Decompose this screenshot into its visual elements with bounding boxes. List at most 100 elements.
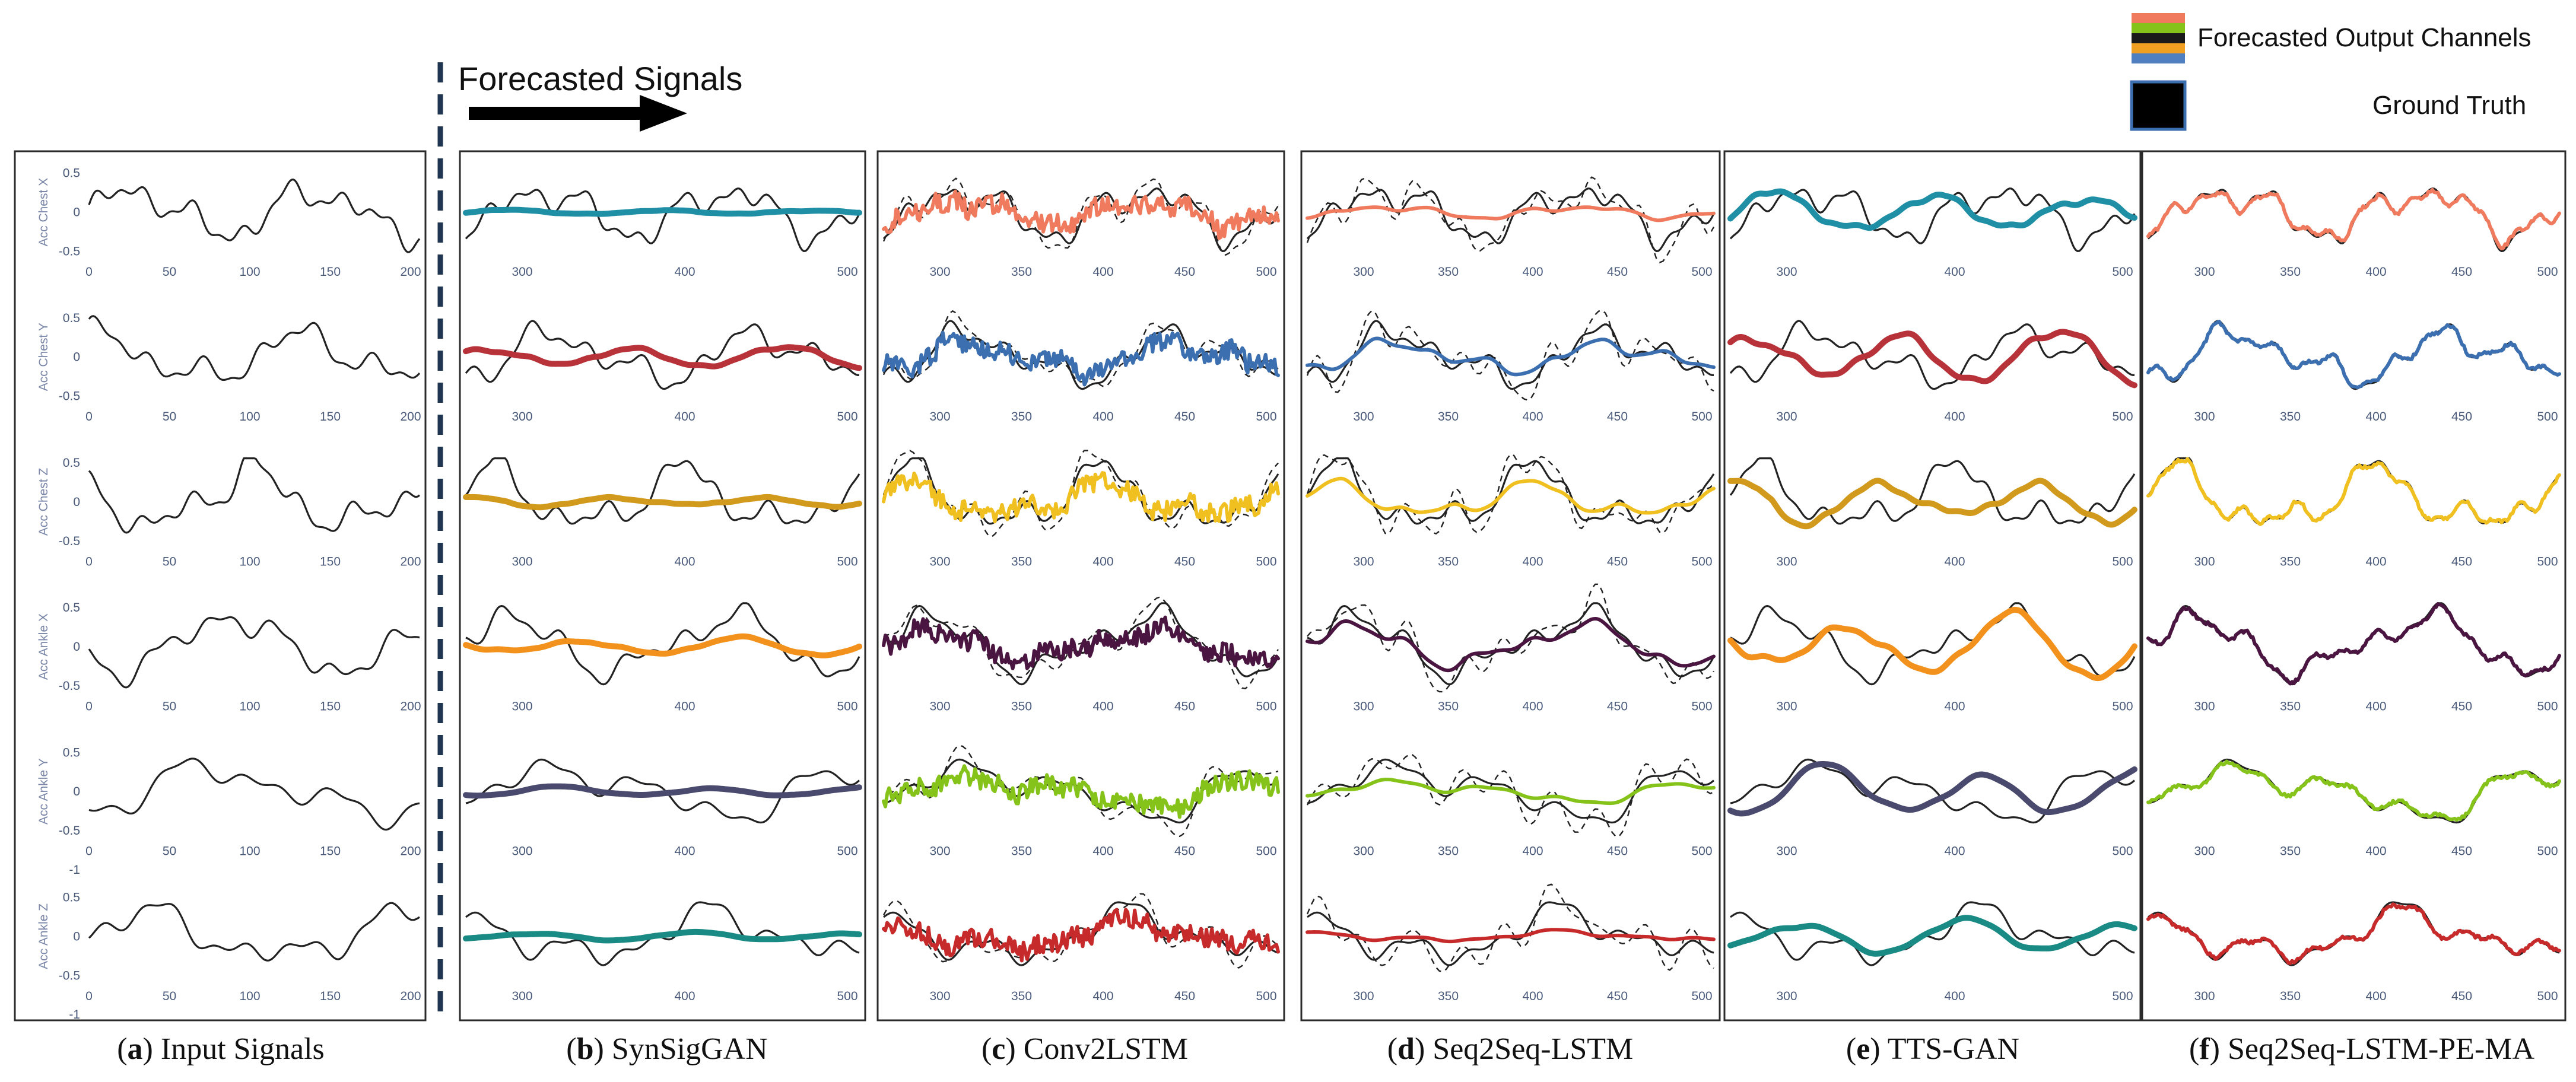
x-tick-label: 450 (1174, 555, 1195, 568)
forecast-header-label: Forecasted Signals (458, 60, 742, 97)
forecast-line (1306, 617, 1716, 673)
panel-e-row-6: 300 400 500 (1727, 901, 2137, 1003)
x-tick-label: 500 (2112, 699, 2133, 713)
x-tick-label: 500 (1691, 410, 1712, 424)
panel-a-row-5: Acc Ankle Y 0.5 0 -0.5 -1 0 50 100 150 200 (37, 746, 421, 877)
panel-c-row-4: 300 350 400 450 500 (882, 596, 1280, 713)
ground-truth-line (1307, 758, 1715, 824)
panel-b-row-6: 300 400 500 (463, 901, 862, 1003)
x-tick-label: 500 (2537, 845, 2558, 858)
panel-d-row-3: 300 350 400 450 500 (1306, 453, 1716, 568)
ground-truth-dashed-line (882, 893, 1279, 969)
x-tick-label: 50 (163, 845, 176, 858)
x-tick-label: 300 (1353, 265, 1374, 279)
x-tick-label: 300 (2194, 699, 2215, 713)
panel-b-frame (459, 150, 866, 1021)
forecast-line (463, 783, 862, 799)
panel-f-row-6: 300 350 400 450 500 (2146, 901, 2561, 1003)
y-tick-label: -0.5 (59, 244, 80, 258)
x-tick-label: 500 (2537, 699, 2558, 713)
caption-b-title: SynSigGAN (612, 1032, 768, 1066)
x-tick-label: 0 (85, 699, 93, 713)
channel-label: Acc Ankle X (37, 613, 50, 680)
x-tick-label: 350 (2280, 989, 2301, 1003)
legend-forecast-label: Forecasted Output Channels (2197, 23, 2531, 52)
panel-b-row-5: 300 400 500 (463, 758, 862, 858)
caption-d: (d) Seq2Seq-LSTM (1387, 1032, 1634, 1066)
x-tick-label: 300 (929, 555, 950, 568)
caption-b-letter: b (577, 1032, 594, 1066)
x-tick-label: 300 (1776, 265, 1797, 279)
x-tick-label: 400 (674, 989, 695, 1003)
x-tick-label: 400 (1944, 410, 1965, 424)
x-tick-label: 500 (837, 989, 857, 1003)
x-tick-label: 350 (1438, 699, 1459, 713)
x-tick-label: 150 (320, 989, 341, 1003)
ground-truth-line (88, 616, 420, 689)
panel-f-row-1: 300 350 400 450 500 (2146, 187, 2561, 279)
y-tick-label: 0 (73, 351, 80, 364)
x-tick-label: 100 (239, 410, 260, 424)
forecast-line (463, 206, 862, 217)
y-tick-label: -1 (69, 863, 80, 877)
x-tick-label: 500 (2112, 410, 2133, 424)
x-tick-label: 300 (2194, 410, 2215, 424)
panel-c-row-2: 300 350 400 450 500 (882, 310, 1280, 424)
forecast-line (1306, 928, 1716, 944)
forecast-line (463, 344, 862, 371)
ground-truth-line (465, 187, 860, 252)
x-tick-label: 300 (2194, 989, 2215, 1003)
x-tick-label: 500 (1256, 989, 1276, 1003)
ground-truth-line (1306, 187, 1715, 252)
panel-d: 300 350 400 450 500 300 350 400 450 500 300 350 400 4… (1300, 150, 1721, 1021)
x-tick-label: 500 (837, 410, 857, 424)
x-tick-label: 450 (1174, 989, 1195, 1003)
ground-truth-line (1729, 320, 2135, 390)
x-tick-label: 400 (1092, 265, 1113, 279)
panel-f-row-2: 300 350 400 450 500 (2146, 320, 2561, 424)
forecast-line (1306, 336, 1716, 377)
panel-f: 300 350 400 450 500 300 350 400 450 500 300 350 400 4… (2141, 150, 2567, 1021)
panel-c-row-6: 300 350 400 450 500 (882, 893, 1280, 1003)
x-tick-label: 400 (1092, 555, 1113, 568)
x-tick-label: 450 (2451, 265, 2472, 279)
ground-truth-dashed-line (882, 310, 1279, 388)
x-tick-label: 0 (85, 555, 93, 568)
x-tick-label: 500 (2112, 555, 2133, 568)
forecast-header: Forecasted Signals (458, 60, 742, 132)
panel-a-frame (14, 150, 427, 1021)
x-tick-label: 500 (2537, 555, 2558, 568)
y-tick-label: 0 (73, 930, 80, 943)
panel-f-row-3: 300 350 400 450 500 (2146, 457, 2561, 568)
x-tick-label: 50 (163, 555, 176, 568)
x-tick-label: 400 (674, 410, 695, 424)
caption-a-letter: a (128, 1032, 143, 1066)
y-tick-label: 0 (73, 495, 80, 509)
caption-d-letter: d (1397, 1032, 1415, 1066)
x-tick-label: 350 (1011, 989, 1032, 1003)
x-tick-label: 200 (400, 845, 421, 858)
x-tick-label: 500 (2112, 265, 2133, 279)
forecast-line (1727, 478, 2137, 530)
x-tick-label: 400 (2365, 555, 2386, 568)
forecast-line (882, 189, 1280, 240)
x-tick-label: 500 (1256, 555, 1276, 568)
x-tick-label: 500 (2537, 410, 2558, 424)
x-tick-label: 450 (2451, 555, 2472, 568)
legend: Forecasted Output Channels Ground Truth (2130, 13, 2531, 131)
x-tick-label: 400 (1522, 265, 1543, 279)
caption-c-title: Conv2LSTM (1024, 1032, 1188, 1066)
forecast-line (2146, 187, 2561, 250)
panel-a-row-3: Acc Chest Z 0.5 0 -0.5 0 50 100 150 200 (37, 456, 421, 568)
forecast-line (2146, 320, 2561, 390)
x-tick-label: 0 (85, 989, 93, 1003)
caption-f-letter: f (2199, 1032, 2210, 1066)
x-tick-label: 50 (163, 410, 176, 424)
ground-truth-line (1730, 901, 2135, 966)
channel-label: Acc Ankle Y (37, 758, 50, 825)
x-tick-label: 350 (1438, 555, 1459, 568)
x-tick-label: 300 (929, 699, 950, 713)
y-tick-label: -0.5 (59, 390, 80, 403)
x-tick-label: 350 (2280, 265, 2301, 279)
x-tick-label: 400 (2365, 845, 2386, 858)
